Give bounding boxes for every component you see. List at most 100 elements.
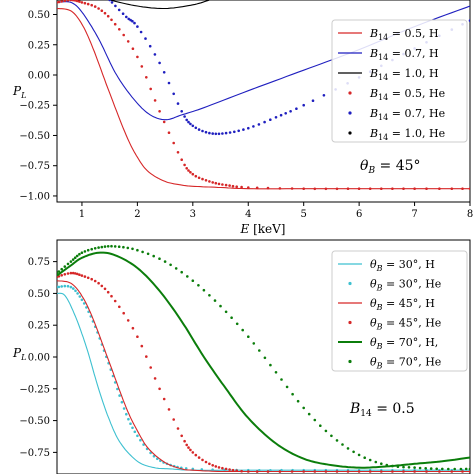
- data-point: [322, 94, 326, 97]
- y-tick-label: −0.50: [19, 416, 50, 427]
- data-point: [257, 123, 261, 126]
- data-point: [319, 424, 322, 428]
- data-point: [235, 322, 239, 326]
- data-point: [224, 183, 228, 187]
- legend-swatch-dot: [348, 111, 352, 115]
- data-point: [118, 28, 121, 31]
- data-point: [191, 279, 195, 283]
- data-point: [172, 418, 175, 421]
- data-point: [217, 132, 221, 136]
- series-line-2: [109, 0, 210, 10]
- data-point: [100, 9, 104, 12]
- data-point: [145, 355, 148, 358]
- data-point: [131, 326, 135, 330]
- data-point: [73, 256, 77, 260]
- data-point: [73, 272, 77, 275]
- data-point: [118, 305, 121, 309]
- data-point: [200, 468, 204, 471]
- data-point: [197, 176, 201, 180]
- data-point: [438, 187, 441, 190]
- data-point: [114, 4, 117, 8]
- data-point: [204, 179, 208, 182]
- data-point: [57, 285, 61, 289]
- data-point: [197, 284, 200, 287]
- data-point: [424, 467, 428, 470]
- data-point: [57, 270, 61, 273]
- data-point: [197, 456, 201, 459]
- data-point: [174, 267, 178, 270]
- legend-label: θB = 70°, H,: [370, 336, 438, 351]
- data-point: [149, 87, 152, 91]
- data-point: [214, 465, 218, 468]
- data-point: [153, 53, 157, 56]
- data-point: [224, 310, 228, 314]
- data-point: [122, 311, 125, 315]
- data-point: [368, 187, 372, 190]
- data-point: [352, 450, 355, 454]
- data-point: [252, 125, 255, 128]
- data-point: [93, 5, 97, 8]
- data-point: [187, 120, 190, 124]
- x-tick-label: 2: [134, 209, 140, 220]
- data-point: [380, 462, 383, 466]
- data-point: [201, 129, 204, 133]
- data-point: [391, 187, 394, 190]
- x-tick-label: 6: [356, 209, 362, 220]
- y-label-main: P: [12, 84, 22, 98]
- data-point: [450, 470, 454, 473]
- y-axis-label-top: PL: [12, 84, 26, 100]
- data-point: [185, 443, 188, 447]
- data-point: [324, 470, 328, 473]
- data-point: [113, 245, 117, 248]
- x-tick-label: 8: [467, 209, 473, 220]
- x-axis-label-unit: [keV]: [249, 222, 285, 236]
- data-point: [72, 287, 75, 290]
- data-point: [78, 273, 81, 277]
- data-point: [86, 248, 90, 252]
- data-point: [211, 468, 214, 472]
- data-point: [211, 464, 214, 467]
- data-point: [335, 187, 339, 191]
- data-point: [133, 430, 137, 434]
- data-point: [186, 275, 189, 278]
- data-point: [129, 422, 132, 426]
- data-point: [407, 466, 411, 469]
- data-point: [242, 128, 245, 131]
- data-point: [413, 470, 416, 473]
- data-point: [63, 284, 67, 288]
- data-point: [214, 132, 218, 136]
- data-point: [85, 306, 88, 309]
- legend-bottom: θB = 30°, H θB = 30°, He θB = 45°, H θB = 4…: [331, 250, 468, 372]
- data-point: [184, 467, 188, 470]
- data-point: [83, 1, 87, 5]
- data-point: [78, 0, 81, 3]
- data-point: [274, 371, 278, 374]
- legend-label: B14 = 0.7, H: [369, 47, 439, 62]
- data-point: [125, 412, 128, 416]
- data-point: [63, 265, 67, 268]
- data-point: [266, 186, 270, 190]
- data-point: [97, 7, 100, 10]
- data-point: [278, 187, 282, 190]
- data-point: [103, 11, 107, 15]
- data-point: [97, 281, 100, 285]
- data-point: [110, 244, 113, 248]
- data-point: [90, 247, 93, 251]
- data-point: [100, 245, 104, 249]
- data-point: [117, 245, 121, 248]
- data-point: [461, 470, 464, 473]
- data-point: [131, 247, 134, 251]
- data-point: [158, 257, 161, 261]
- data-point: [189, 448, 192, 452]
- data-point: [313, 470, 317, 473]
- data-point: [468, 470, 470, 473]
- y-tick-label: 0.75: [28, 257, 50, 268]
- data-point: [302, 406, 306, 410]
- data-point: [224, 467, 228, 471]
- data-point: [121, 12, 125, 15]
- data-point: [172, 141, 175, 145]
- data-point: [274, 116, 278, 119]
- data-point: [247, 186, 250, 189]
- data-point: [194, 453, 198, 457]
- x-tick-label: 7: [411, 209, 417, 220]
